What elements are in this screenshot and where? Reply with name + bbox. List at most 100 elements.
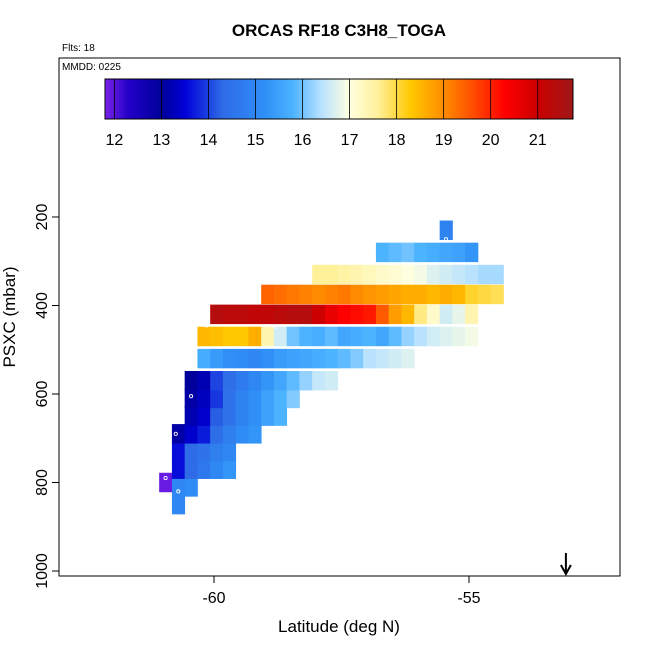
heatmap-cell	[299, 284, 313, 305]
heatmap-cell	[197, 459, 211, 479]
heatmap-cell	[273, 304, 288, 325]
chart-title: ORCAS RF18 C3H8_TOGA	[232, 21, 446, 40]
heatmap-cell	[286, 304, 300, 325]
colorbar-tick-label: 13	[153, 132, 171, 149]
heatmap-cell	[490, 264, 504, 285]
heatmap-cell	[337, 284, 351, 305]
heatmap-cell	[184, 406, 198, 426]
heatmap-cell	[299, 304, 313, 325]
heatmap-cell	[414, 264, 428, 285]
colorbar-tick-label: 15	[247, 132, 265, 149]
heatmap-cell	[401, 242, 415, 263]
heatmap-cell	[350, 304, 364, 325]
heatmap-cell	[363, 284, 377, 305]
heatmap-cell	[375, 304, 390, 325]
heatmap-cell	[439, 304, 453, 325]
heatmap-cell	[171, 459, 186, 479]
heatmap-cell	[452, 284, 466, 305]
heatmap-cell	[388, 284, 402, 305]
heatmap-cell	[324, 304, 339, 325]
sample-marker	[163, 476, 168, 481]
heatmap-cell	[197, 406, 211, 426]
heatmap-cell	[324, 370, 339, 391]
colorbar-tick-label: 14	[200, 132, 218, 149]
sample-marker	[273, 324, 278, 329]
heatmap-cell	[375, 264, 390, 285]
heatmap-cell	[184, 424, 198, 444]
heatmap-cell	[235, 388, 249, 409]
heatmap-cell	[286, 348, 300, 369]
heatmap-cell	[261, 370, 275, 391]
heatmap-cell	[273, 284, 288, 305]
colorbar-tick-label: 19	[435, 132, 453, 149]
heatmap-cell	[426, 326, 441, 347]
heatmap-cell	[426, 284, 441, 305]
heatmap-cell	[490, 284, 504, 305]
heatmap-cell	[222, 459, 237, 479]
heatmap-cell	[375, 242, 390, 263]
down-arrow-icon	[560, 553, 572, 577]
heatmap-cell	[414, 242, 428, 263]
x-tick-label: -60	[202, 590, 225, 607]
heatmap-cell	[452, 326, 466, 347]
x-tick-label: -55	[457, 590, 480, 607]
heatmap-cell	[184, 370, 198, 391]
heatmap-cell	[299, 348, 313, 369]
heatmap-cell	[337, 264, 351, 285]
heatmap-cell	[235, 424, 249, 444]
sample-marker	[204, 323, 209, 328]
x-axis-label: Latitude (deg N)	[278, 617, 400, 636]
heatmap-cell	[197, 388, 211, 409]
heatmap-cell	[414, 284, 428, 305]
heatmap-cell	[337, 348, 351, 369]
heatmap-cell	[273, 348, 288, 369]
sample-marker	[188, 394, 194, 399]
heatmap-cell	[222, 304, 237, 325]
heatmap-cell	[465, 284, 479, 305]
heatmap-cell	[235, 304, 249, 325]
heatmap-cell	[312, 284, 326, 305]
heatmap-cell	[273, 370, 288, 391]
heatmap-cell	[465, 326, 479, 347]
heatmap-cell	[210, 304, 224, 325]
heatmap-cell	[210, 459, 224, 479]
heatmap-cell	[439, 264, 453, 285]
flights-note: Flts: 18	[62, 43, 95, 54]
heatmap-cell	[197, 441, 211, 462]
heatmap-cell	[248, 424, 262, 444]
heatmap-cell	[222, 441, 237, 462]
sample-marker	[443, 237, 449, 242]
heatmap-cell	[210, 441, 224, 462]
heatmap-cell	[248, 304, 262, 325]
heatmap-cell	[414, 304, 428, 325]
heatmap-cell	[452, 242, 466, 263]
heatmap-cell	[439, 326, 453, 347]
heatmap-cell	[248, 326, 262, 347]
heatmap-cell	[324, 348, 339, 369]
heatmap-cell	[439, 284, 453, 305]
heatmap-cell	[350, 348, 364, 369]
heatmap-cell	[210, 424, 224, 444]
heatmap-cell	[324, 264, 339, 285]
heatmap-cell	[261, 348, 275, 369]
heatmap-cell	[171, 494, 186, 515]
colorbar-tick-label: 21	[529, 132, 547, 149]
heatmap-cell	[222, 424, 237, 444]
y-tick-label: 400	[34, 292, 51, 319]
heatmap-cell	[401, 326, 415, 347]
heatmap-cell	[426, 242, 441, 263]
heatmap-cell	[388, 242, 402, 263]
heatmap-cell	[273, 406, 288, 426]
heatmap-cell	[324, 284, 339, 305]
heatmap-cell	[210, 348, 224, 369]
y-tick-label: 200	[34, 204, 51, 231]
heatmap-cell	[337, 326, 351, 347]
heatmap-cell	[375, 284, 390, 305]
heatmap-cell	[184, 441, 198, 462]
colorbar-tick-label: 12	[106, 132, 124, 149]
heatmap-cells	[159, 220, 504, 515]
heatmap-cell	[184, 459, 198, 479]
heatmap-cell	[286, 388, 300, 409]
heatmap-cell	[197, 370, 211, 391]
heatmap-cell	[465, 304, 479, 325]
